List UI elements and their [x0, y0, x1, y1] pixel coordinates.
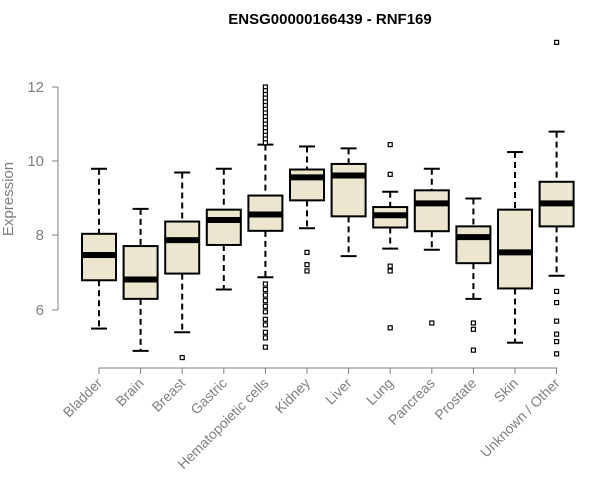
outlier-point: [553, 331, 560, 337]
outlier-point: [470, 326, 476, 332]
outlier-point: [553, 288, 560, 295]
x-tick-label: Brain: [112, 375, 146, 409]
outlier-point: [553, 338, 560, 345]
box-plot: [205, 167, 242, 291]
outlier-point: [262, 322, 268, 328]
iqr-box: [122, 245, 159, 300]
box-plot: [538, 39, 575, 357]
iqr-box: [455, 225, 492, 265]
outlier-point: [262, 292, 268, 298]
outlier-point: [429, 320, 435, 326]
y-axis-label: Expression: [0, 162, 17, 236]
x-tick-label: Prostate: [431, 375, 479, 423]
outlier-point: [387, 268, 393, 274]
outlier-point: [262, 344, 268, 350]
box-plot: [413, 167, 450, 326]
box-plot: [247, 84, 284, 350]
outlier-point: [553, 299, 560, 306]
x-tick-label: Unknown / Other: [477, 375, 563, 461]
x-tick-label: Liver: [322, 375, 355, 408]
box-plot: [164, 171, 201, 361]
x-tick-label: Breast: [148, 375, 188, 415]
y-axis-ticks: [52, 86, 58, 311]
iqr-box: [497, 208, 533, 290]
box-plot: [330, 147, 367, 258]
box-plot: [289, 145, 325, 274]
outlier-point: [262, 298, 268, 304]
outlier-point: [262, 286, 268, 293]
x-tick-label: Bladder: [60, 375, 106, 421]
outlier-point: [262, 329, 268, 335]
outlier-point: [304, 249, 310, 255]
outlier-point: [262, 316, 268, 322]
iqr-box: [289, 168, 325, 202]
outlier-point: [304, 262, 310, 268]
outlier-point: [553, 351, 560, 357]
outlier-point: [262, 140, 268, 146]
outlier-point: [387, 142, 393, 148]
chart-title: ENSG00000166439 - RNF169: [228, 11, 431, 28]
box-plot: [497, 151, 533, 344]
outlier-point: [179, 354, 185, 361]
outlier-point: [262, 303, 268, 309]
box-plot: [372, 142, 409, 331]
outlier-point: [387, 263, 393, 269]
outlier-point: [470, 347, 476, 353]
outlier-point: [304, 268, 310, 274]
box-plot: [122, 207, 159, 352]
outlier-point: [470, 320, 476, 326]
outlier-point: [387, 171, 393, 177]
y-tick-label: 8: [36, 227, 44, 244]
x-tick-label: Kidney: [272, 375, 314, 417]
x-tick-label: Lung: [363, 375, 396, 408]
outlier-point: [553, 318, 560, 324]
y-tick-label: 6: [36, 302, 44, 319]
y-tick-label: 12: [27, 79, 44, 96]
outlier-point: [262, 309, 268, 315]
box-plot: [81, 167, 117, 330]
outlier-point: [553, 39, 560, 46]
y-tick-label: 10: [27, 153, 44, 170]
x-tick-label: Skin: [491, 375, 522, 406]
outlier-point: [262, 281, 268, 287]
outlier-point: [387, 325, 393, 331]
iqr-box: [330, 162, 367, 218]
iqr-box: [413, 189, 450, 233]
iqr-box: [205, 208, 242, 246]
outlier-point: [262, 335, 268, 341]
box-plot: [455, 197, 492, 353]
iqr-box: [164, 220, 201, 275]
box-series: [81, 39, 575, 361]
